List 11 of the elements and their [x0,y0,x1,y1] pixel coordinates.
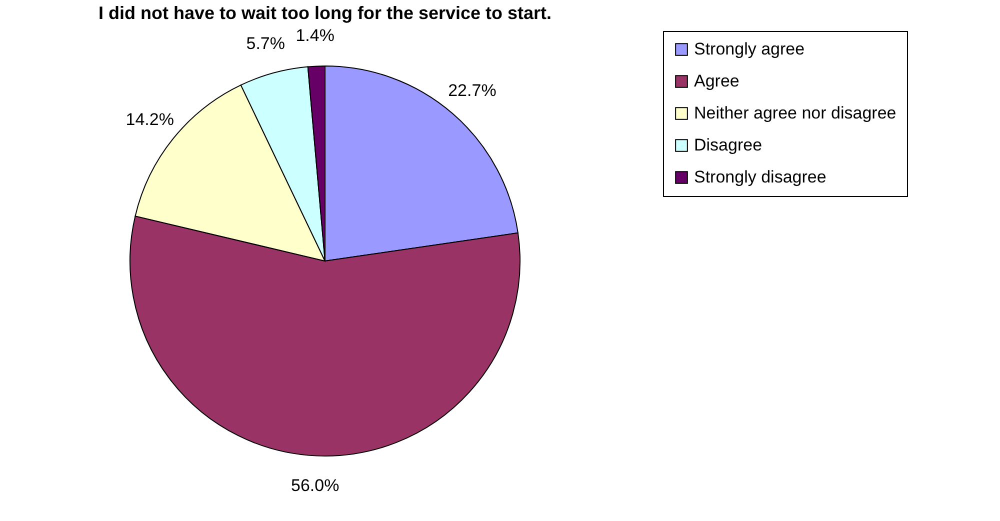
legend-label: Agree [694,72,740,90]
data-label: 14.2% [126,110,174,129]
chart-title: I did not have to wait too long for the service to start. [98,3,552,24]
data-label: 22.7% [448,80,496,100]
data-label: 56.0% [291,476,340,495]
legend-label: Strongly disagree [694,168,826,186]
legend-label: Neither agree nor disagree [694,104,896,122]
legend-label: Disagree [694,136,762,154]
legend-label: Strongly agree [694,40,805,58]
data-label: 1.4% [296,26,334,46]
data-label: 5.7% [246,34,286,53]
